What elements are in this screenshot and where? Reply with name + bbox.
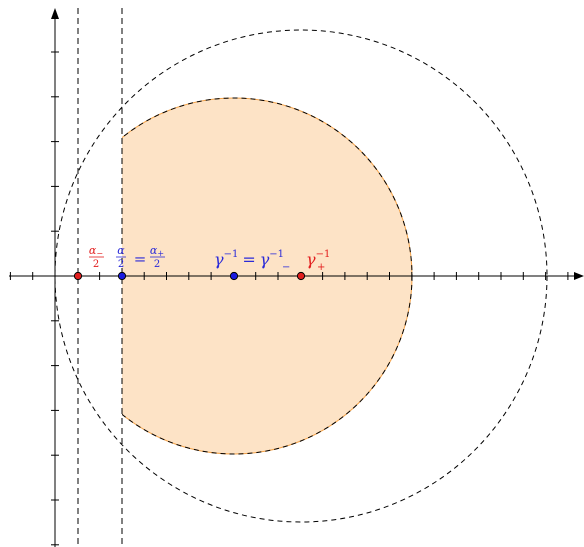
imaginary-axis-ticks (51, 51, 59, 546)
svg-text:2: 2 (93, 259, 99, 270)
svg-text:γ−1: γ−1 (306, 249, 330, 269)
label-gamma-plus-inverse: γ−1 + (306, 249, 330, 273)
svg-text:=: = (134, 250, 147, 268)
alpha-half-point (117, 271, 127, 281)
svg-text:α+: α+ (150, 244, 164, 258)
gamma-plus-inverse-point (296, 271, 306, 281)
label-gamma-inverse-equals: γ−1 = γ−1 − (214, 249, 290, 273)
svg-text:2: 2 (118, 259, 124, 270)
gamma-inverse-point (229, 271, 239, 281)
alpha-minus-half-point (73, 271, 83, 281)
svg-text:−: − (282, 262, 290, 273)
label-alpha-minus-half: α− 2 (89, 244, 104, 270)
svg-text:γ−1=γ−1: γ−1 = γ−1 (214, 249, 284, 269)
svg-text:α−: α− (89, 244, 103, 258)
svg-text:+: + (317, 262, 325, 273)
real-axis-arrow-icon (574, 272, 584, 280)
imaginary-axis-arrow-icon (51, 8, 59, 19)
label-alpha-half-equals: α 2 = α+ 2 (116, 244, 165, 270)
svg-text:α: α (117, 244, 125, 257)
svg-text:2: 2 (154, 259, 160, 270)
